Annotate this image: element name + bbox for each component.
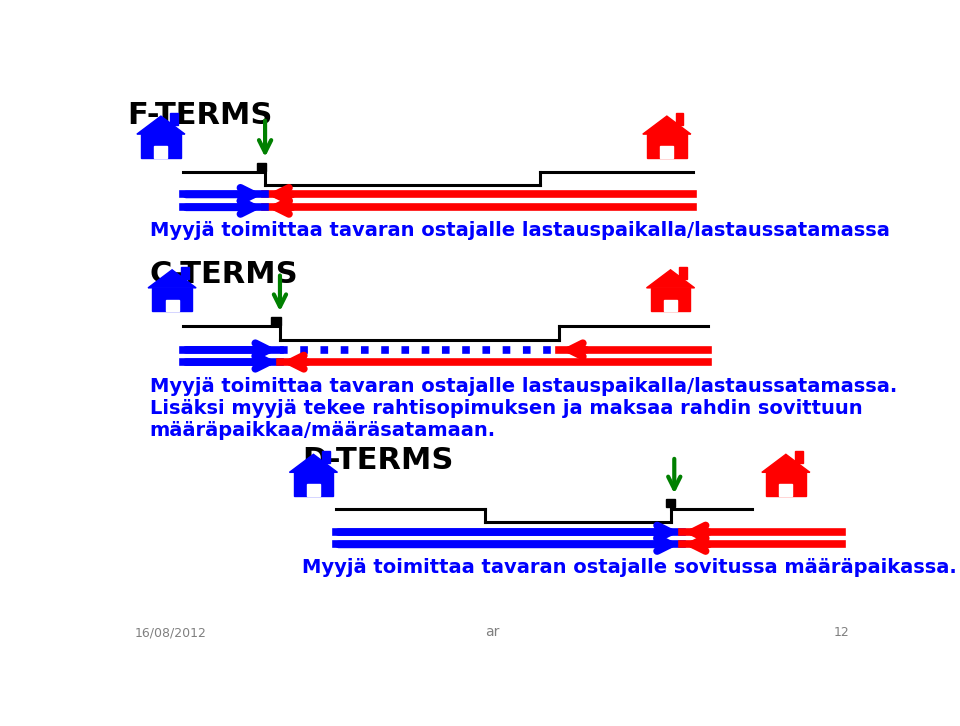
Text: C-TERMS: C-TERMS [150,261,299,290]
Bar [272,317,281,325]
Polygon shape [651,288,690,311]
Polygon shape [660,146,673,158]
Text: 12: 12 [833,627,849,640]
Bar [665,499,676,507]
Polygon shape [766,473,805,496]
Polygon shape [153,288,192,311]
Polygon shape [307,484,320,496]
Text: D-TERMS: D-TERMS [302,446,454,475]
Text: 16/08/2012: 16/08/2012 [134,627,206,640]
Text: Myyjä toimittaa tavaran ostajalle lastauspaikalla/lastaussatamassa: Myyjä toimittaa tavaran ostajalle lastau… [150,221,890,240]
Polygon shape [647,134,686,158]
Polygon shape [294,473,333,496]
Polygon shape [664,300,677,311]
Bar [256,163,266,171]
Polygon shape [289,454,338,473]
Text: F-TERMS: F-TERMS [128,101,273,130]
Polygon shape [148,270,196,288]
Polygon shape [780,484,792,496]
Polygon shape [165,300,179,311]
Polygon shape [155,146,167,158]
Polygon shape [141,134,180,158]
Polygon shape [762,454,810,473]
Polygon shape [643,116,691,134]
Polygon shape [323,451,330,463]
Polygon shape [676,113,684,125]
Text: Myyjä toimittaa tavaran ostajalle lastauspaikalla/lastaussatamassa.
Lisäksi myyj: Myyjä toimittaa tavaran ostajalle lastau… [150,377,897,440]
Polygon shape [180,266,189,279]
Text: Myyjä toimittaa tavaran ostajalle sovitussa määräpaikassa.: Myyjä toimittaa tavaran ostajalle sovitu… [302,558,957,577]
Polygon shape [137,116,185,134]
Text: ar: ar [485,625,499,640]
Polygon shape [795,451,803,463]
Polygon shape [680,266,687,279]
Polygon shape [646,270,695,288]
Polygon shape [170,113,178,125]
